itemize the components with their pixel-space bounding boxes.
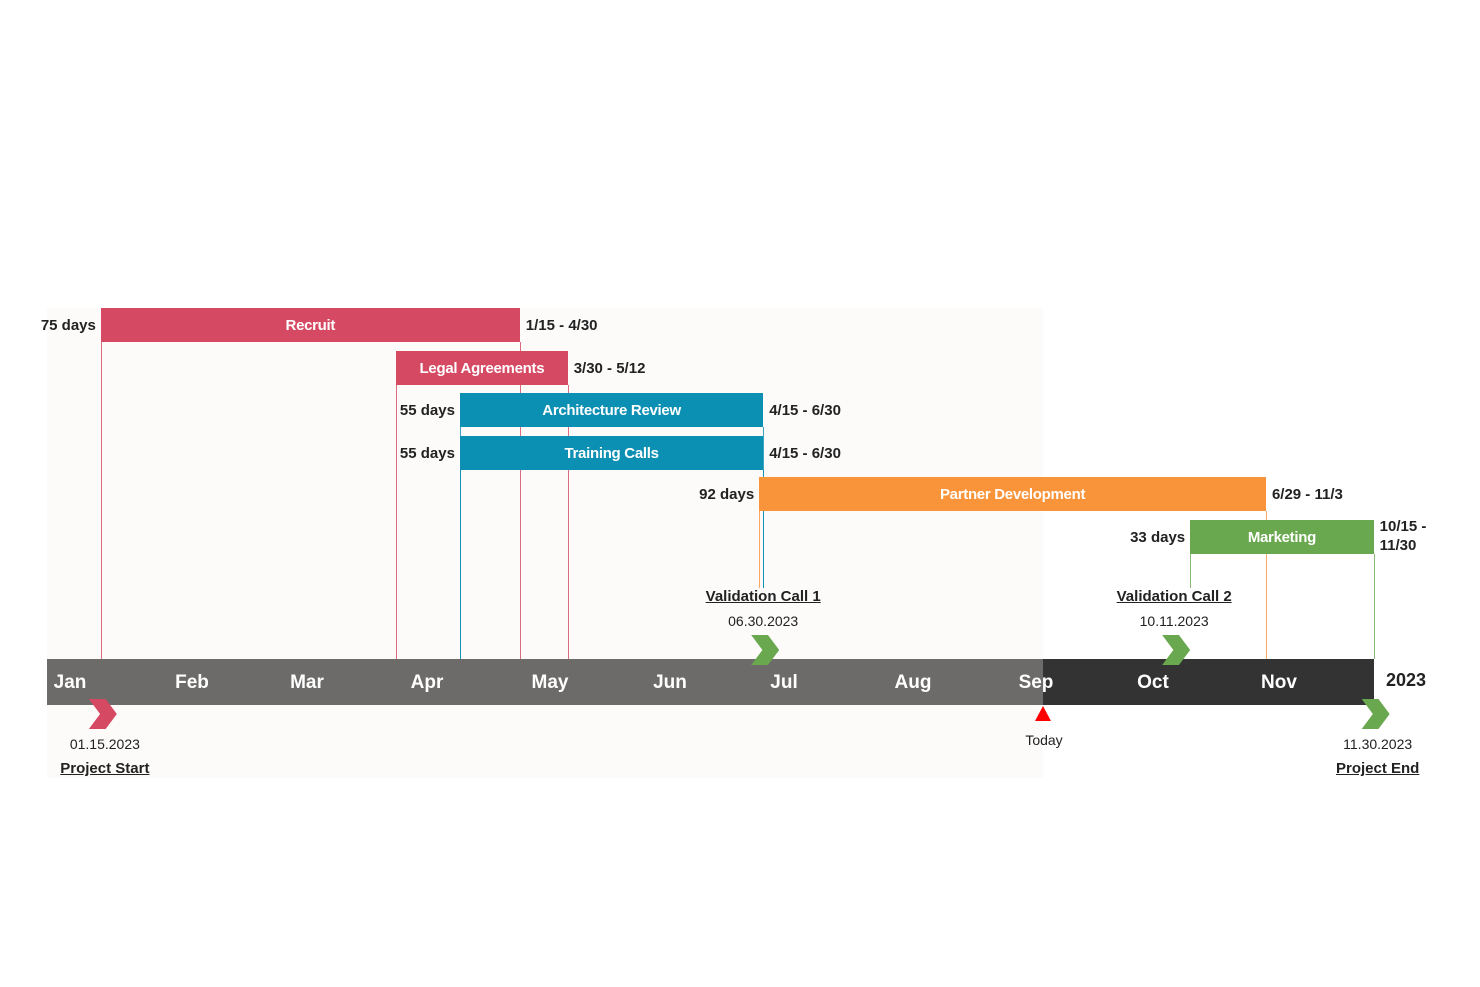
task-bar: Architecture Review	[459, 393, 764, 427]
task-bar: Recruit	[100, 308, 520, 342]
month-label: Oct	[1137, 672, 1169, 693]
milestone-title: Project Start	[60, 760, 150, 777]
task-bar: Marketing	[1190, 520, 1374, 554]
task-start-line	[1190, 554, 1192, 588]
today-marker-icon	[1035, 706, 1051, 721]
task-start-line	[100, 342, 102, 659]
task-bar: Partner Development	[759, 477, 1266, 511]
task-end-line	[763, 470, 765, 588]
task-duration-label: 92 days	[699, 486, 755, 503]
milestone-date: 11.30.2023	[1343, 736, 1413, 752]
task-start-line	[759, 511, 761, 588]
month-label: Jun	[653, 672, 687, 693]
milestone-title: Validation Call 2	[1116, 588, 1232, 605]
month-label: Nov	[1261, 672, 1297, 693]
milestone-title: Validation Call 1	[705, 588, 821, 605]
task-date-range-label: 10/15 - 11/30	[1379, 518, 1427, 554]
task-date-range-label: 1/15 - 4/30	[525, 317, 598, 334]
milestone-date: 10.11.2023	[1139, 613, 1209, 629]
task-bar: Legal Agreements	[396, 351, 568, 385]
month-label: Aug	[894, 672, 932, 693]
task-date-range-label: 6/29 - 11/3	[1271, 486, 1343, 503]
milestone-title: Project End	[1335, 760, 1420, 777]
milestone-date: 06.30.2023	[728, 613, 799, 629]
task-duration-label: 33 days	[1130, 529, 1186, 546]
task-duration-label: 55 days	[399, 402, 455, 419]
timeline-axis-future	[1043, 659, 1374, 705]
month-label: Feb	[175, 672, 209, 693]
milestone-chevron-icon	[1361, 699, 1390, 729]
task-end-line	[1373, 554, 1375, 659]
task-duration-label: 75 days	[40, 317, 96, 334]
month-label: Apr	[410, 672, 444, 693]
month-label: Sep	[1018, 672, 1054, 693]
task-end-line	[1265, 511, 1267, 659]
timeline-axis-past	[47, 659, 1043, 705]
task-duration-label: 55 days	[399, 445, 455, 462]
task-date-range-label: 4/15 - 6/30	[769, 402, 841, 419]
milestone-date: 01.15.2023	[69, 736, 140, 752]
year-label: 2023	[1386, 670, 1427, 690]
month-label: Jan	[53, 672, 87, 693]
month-label: Jul	[770, 672, 798, 693]
task-end-line	[567, 385, 569, 659]
task-date-range-label: 3/30 - 5/12	[573, 360, 646, 377]
task-end-line	[519, 342, 521, 659]
task-start-line	[396, 385, 398, 659]
task-bar: Training Calls	[459, 436, 764, 470]
today-label: Today	[1025, 732, 1063, 748]
month-label: May	[531, 672, 569, 693]
task-start-line	[459, 470, 461, 659]
task-date-range-label: 4/15 - 6/30	[769, 445, 841, 462]
month-label: Mar	[290, 672, 324, 693]
